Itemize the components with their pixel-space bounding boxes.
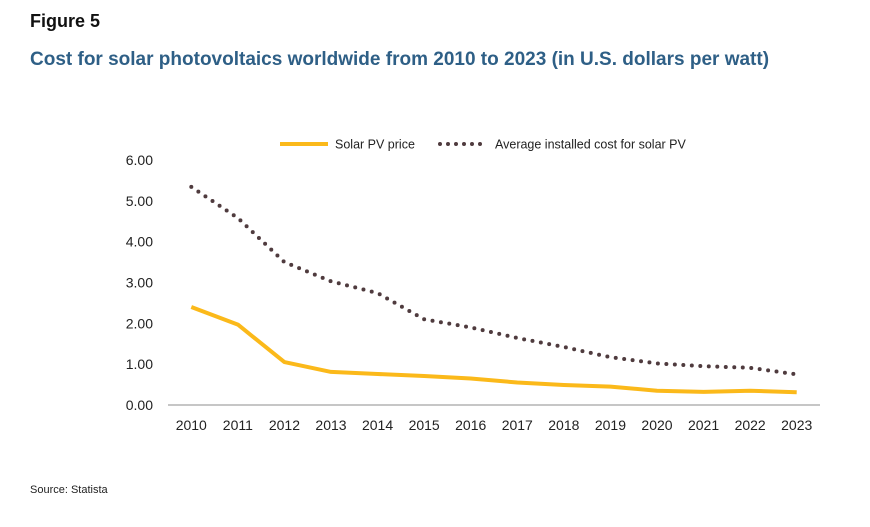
x-tick-label: 2014 [362, 417, 393, 433]
x-tick-label: 2016 [455, 417, 486, 433]
y-tick-label: 1.00 [126, 356, 153, 372]
y-tick-label: 3.00 [126, 275, 153, 291]
x-tick-label: 2017 [502, 417, 533, 433]
series-line-average-installed-cost-for-solar-pv [189, 184, 799, 377]
series-layer [189, 184, 799, 395]
x-tick-label: 2015 [409, 417, 440, 433]
series-line-solar-pv-price [190, 305, 797, 395]
legend: Solar PV price Average installed cost fo… [280, 138, 687, 152]
legend-label-solar-pv-price: Solar PV price [335, 138, 415, 152]
x-tick-label: 2020 [641, 417, 672, 433]
x-tick-label: 2013 [315, 417, 346, 433]
y-tick-label: 5.00 [126, 193, 153, 209]
legend-label-average-installed-cost: Average installed cost for solar PV [495, 138, 687, 152]
x-tick-label: 2018 [548, 417, 579, 433]
x-tick-label: 2010 [176, 417, 207, 433]
figure-label: Figure 5 [30, 11, 101, 31]
y-tick-label: 2.00 [126, 315, 153, 331]
y-tick-label: 4.00 [126, 234, 153, 250]
x-tick-label: 2022 [735, 417, 766, 433]
x-tick-label: 2023 [781, 417, 812, 433]
x-axis: 2010 2011 2012 2013 2014 2015 2016 2017 2018 2019… [168, 404, 820, 433]
chart-title: Cost for solar photovoltaics worldwide f… [30, 49, 770, 70]
source-note: Source: Statista [30, 484, 108, 496]
x-tick-label: 2012 [269, 417, 300, 433]
x-tick-label: 2021 [688, 417, 719, 433]
y-axis: 0.00 1.00 2.00 3.00 4.00 5.00 6.00 [126, 152, 153, 413]
y-tick-label: 6.00 [126, 152, 153, 168]
x-tick-label: 2011 [223, 417, 253, 433]
y-tick-label: 0.00 [126, 397, 153, 413]
x-tick-label: 2019 [595, 417, 626, 433]
